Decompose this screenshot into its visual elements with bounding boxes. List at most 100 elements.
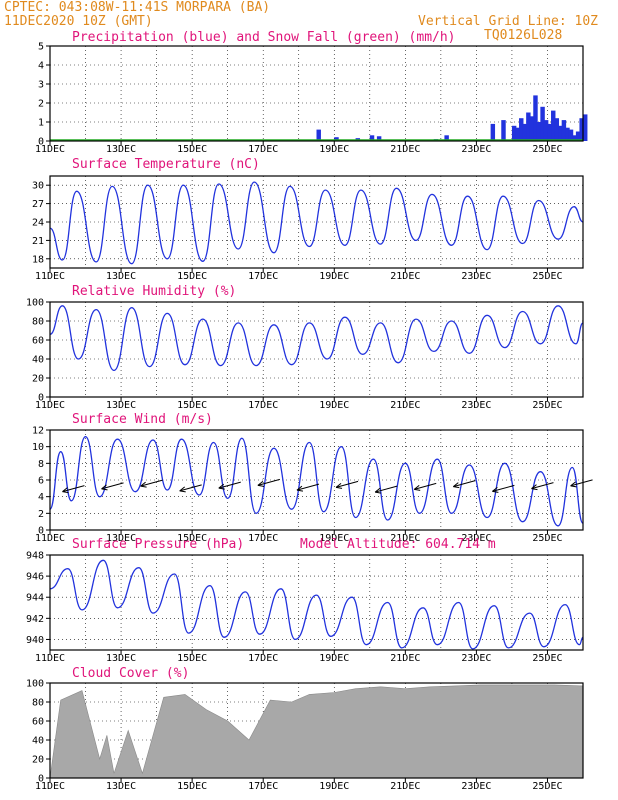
y-tick-label: 40 xyxy=(32,736,44,747)
y-tick-label: 20 xyxy=(32,374,44,385)
x-tick-label: 15DEC xyxy=(177,144,207,155)
precip-bar xyxy=(526,112,531,141)
y-tick-label: 30 xyxy=(32,181,44,192)
rh-plot-frame xyxy=(49,301,584,398)
y-tick-label: 21 xyxy=(32,236,44,247)
y-tick-label: 0 xyxy=(38,526,44,537)
precip-bar xyxy=(572,135,577,141)
pres-plot-frame xyxy=(49,554,584,651)
wind-vector-icon xyxy=(413,482,437,491)
x-tick-label: 23DEC xyxy=(461,144,491,155)
precip-bar xyxy=(579,118,584,141)
x-tick-label: 21DEC xyxy=(390,144,420,155)
x-tick-label: 21DEC xyxy=(390,533,420,544)
y-tick-label: 24 xyxy=(32,218,44,229)
precip-bar xyxy=(540,106,545,141)
x-tick-label: 25DEC xyxy=(532,271,562,282)
y-tick-label: 8 xyxy=(38,459,44,470)
x-tick-label: 21DEC xyxy=(390,400,420,411)
x-tick-label: 15DEC xyxy=(177,400,207,411)
x-tick-label: 17DEC xyxy=(248,144,278,155)
precip-plot-frame xyxy=(49,45,584,142)
y-tick-label: 940 xyxy=(26,635,44,646)
precip-bar xyxy=(444,135,449,141)
x-tick-label: 19DEC xyxy=(319,400,349,411)
precip-bar xyxy=(519,118,524,141)
x-tick-label: 19DEC xyxy=(319,781,349,792)
y-tick-label: 80 xyxy=(32,698,44,709)
wind-vector-icon xyxy=(218,481,241,490)
y-tick-label: 4 xyxy=(38,61,44,72)
precip-bar xyxy=(554,118,560,141)
x-tick-label: 25DEC xyxy=(532,653,562,664)
x-tick-label: 15DEC xyxy=(177,653,207,664)
y-tick-label: 18 xyxy=(32,254,44,265)
x-tick-label: 21DEC xyxy=(390,653,420,664)
precip-bar xyxy=(511,125,517,141)
wind-vector-icon xyxy=(492,484,515,493)
wind-panel-title: Surface Wind (m/s) xyxy=(72,412,213,427)
y-tick-label: 6 xyxy=(38,476,44,487)
y-tick-label: 60 xyxy=(32,717,44,728)
y-tick-label: 0 xyxy=(38,393,44,404)
precip-bar xyxy=(501,120,506,141)
y-tick-label: 946 xyxy=(26,572,44,583)
y-tick-label: 0 xyxy=(38,774,44,785)
precip-panel-title: Precipitation (blue) and Snow Fall (gree… xyxy=(72,30,456,45)
precip-bar xyxy=(568,129,574,141)
x-tick-label: 15DEC xyxy=(177,533,207,544)
x-tick-label: 13DEC xyxy=(106,271,136,282)
rh-panel-title: Relative Humidity (%) xyxy=(72,284,236,299)
pres-panel-title: Surface Pressure (hPa) xyxy=(72,537,244,552)
header-grid-note: Vertical Grid Line: 10Z xyxy=(418,14,598,29)
header-code: TQ0126L028 xyxy=(484,28,562,43)
precip-bar xyxy=(369,135,375,141)
x-tick-label: 25DEC xyxy=(532,144,562,155)
x-tick-label: 21DEC xyxy=(390,271,420,282)
x-tick-label: 11DEC xyxy=(35,400,65,411)
x-tick-label: 13DEC xyxy=(106,400,136,411)
x-tick-label: 17DEC xyxy=(248,271,278,282)
x-tick-label: 23DEC xyxy=(461,533,491,544)
x-tick-label: 25DEC xyxy=(532,533,562,544)
precip-bar xyxy=(583,114,588,141)
temp-panel-title: Surface Temperature (nC) xyxy=(72,157,260,172)
y-tick-label: 20 xyxy=(32,755,44,766)
y-tick-label: 944 xyxy=(26,593,44,604)
x-tick-label: 15DEC xyxy=(177,781,207,792)
x-tick-label: 17DEC xyxy=(248,653,278,664)
y-tick-label: 4 xyxy=(38,492,44,503)
x-tick-label: 25DEC xyxy=(532,400,562,411)
wind-vector-icon xyxy=(531,482,554,491)
y-tick-label: 2 xyxy=(38,99,44,110)
x-tick-label: 19DEC xyxy=(319,271,349,282)
x-tick-label: 11DEC xyxy=(35,653,65,664)
y-tick-label: 60 xyxy=(32,336,44,347)
y-tick-label: 27 xyxy=(32,199,44,210)
cloud-cover-area xyxy=(49,684,584,779)
y-tick-label: 5 xyxy=(38,42,44,53)
precip-bar xyxy=(551,110,556,141)
precip-bar xyxy=(529,116,535,141)
y-tick-label: 2 xyxy=(38,509,44,520)
temp-plot-frame xyxy=(49,175,584,269)
x-tick-label: 13DEC xyxy=(106,533,136,544)
y-tick-label: 0 xyxy=(38,137,44,148)
y-tick-label: 100 xyxy=(26,298,44,309)
x-tick-label: 11DEC xyxy=(35,271,65,282)
precip-bar xyxy=(522,123,528,141)
wind-vector-icon xyxy=(62,485,85,494)
x-tick-label: 23DEC xyxy=(461,781,491,792)
y-tick-label: 948 xyxy=(26,551,44,562)
temp-series-line xyxy=(49,181,584,265)
x-tick-label: 13DEC xyxy=(106,144,136,155)
x-tick-label: 11DEC xyxy=(35,533,65,544)
x-tick-label: 17DEC xyxy=(248,533,278,544)
x-tick-label: 23DEC xyxy=(461,653,491,664)
x-tick-label: 25DEC xyxy=(532,781,562,792)
wind-vector-icon xyxy=(335,480,359,489)
wind-vector-icon xyxy=(257,478,281,487)
precip-bar xyxy=(536,122,542,141)
